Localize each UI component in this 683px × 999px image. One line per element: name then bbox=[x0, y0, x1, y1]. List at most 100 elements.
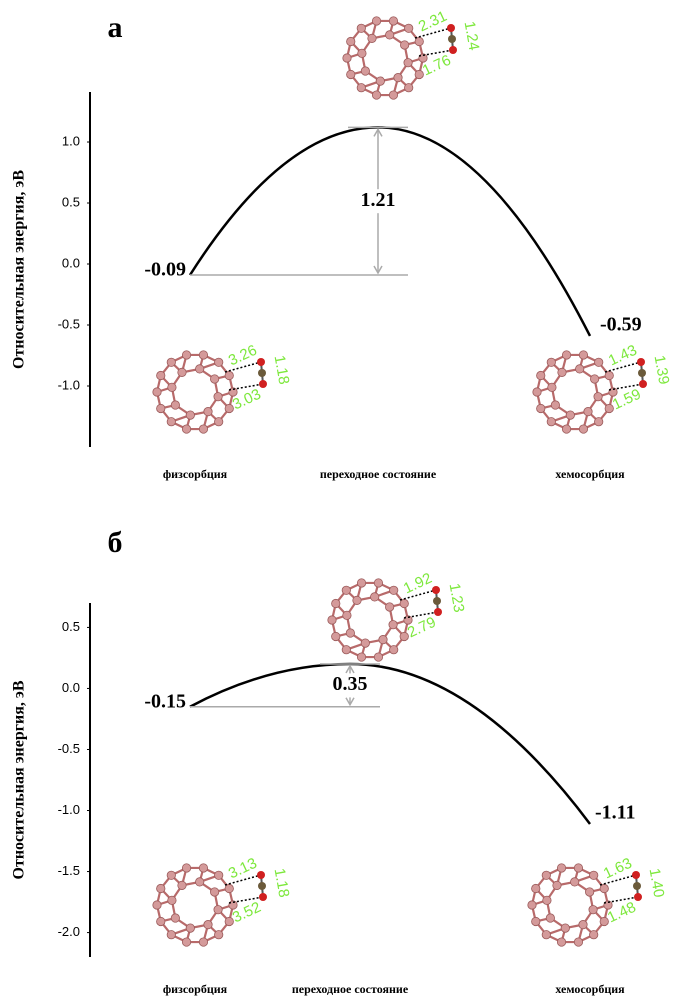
bond-length: 1.39 bbox=[651, 354, 673, 386]
atom bbox=[357, 48, 367, 58]
atom bbox=[589, 930, 599, 940]
atom bbox=[367, 33, 377, 43]
atom bbox=[599, 916, 609, 927]
atom bbox=[170, 913, 180, 923]
atom bbox=[388, 90, 399, 100]
atom bbox=[583, 407, 593, 417]
carbon bbox=[448, 35, 456, 43]
structure: 1.43 1.391.59 bbox=[532, 342, 673, 434]
atom bbox=[185, 410, 195, 420]
atom bbox=[604, 370, 614, 381]
atom bbox=[214, 870, 224, 880]
oxygen bbox=[447, 24, 455, 32]
atom bbox=[547, 382, 557, 392]
atom bbox=[371, 16, 382, 26]
panel: а Относительная энергия, эВ -1.0 -0.5 0.0 0.5… bbox=[11, 8, 673, 481]
atom bbox=[531, 916, 541, 927]
y-tick-label: -0.5 bbox=[58, 316, 80, 331]
y-tick-label: -1.0 bbox=[58, 802, 80, 817]
atom bbox=[388, 620, 398, 630]
y-axis-label: Относительная энергия, эВ bbox=[11, 680, 28, 879]
atom bbox=[167, 895, 177, 905]
x-category-label: физсорбция bbox=[163, 982, 228, 996]
atom bbox=[532, 387, 542, 397]
atom bbox=[166, 870, 176, 880]
x-category-label: переходное состояние bbox=[320, 467, 437, 481]
atom bbox=[177, 367, 187, 377]
atom bbox=[556, 937, 567, 947]
atom bbox=[356, 578, 367, 588]
bond-length: 2.31 bbox=[416, 8, 450, 36]
y-tick-label: -1.0 bbox=[58, 377, 80, 392]
bond-length: 1.43 bbox=[606, 342, 640, 370]
atom bbox=[404, 23, 414, 33]
y-tick-label: 0.5 bbox=[62, 194, 80, 209]
atom bbox=[342, 53, 352, 63]
atom bbox=[185, 923, 195, 933]
atom bbox=[181, 937, 192, 947]
atom bbox=[214, 417, 224, 427]
atom bbox=[356, 652, 367, 662]
atom bbox=[393, 73, 403, 83]
contact bbox=[608, 383, 644, 391]
oxygen bbox=[632, 871, 640, 879]
atom bbox=[403, 58, 413, 68]
atom bbox=[167, 382, 177, 392]
arrow-head bbox=[373, 265, 383, 275]
arrow-head bbox=[373, 127, 383, 137]
panel: б Относительная энергия, эВ -2.0 -1.5 -1.0 -0… bbox=[11, 526, 668, 996]
atom bbox=[371, 90, 382, 100]
atom bbox=[360, 638, 370, 648]
x-category-label: хемосорбция bbox=[555, 467, 625, 481]
atom bbox=[573, 937, 584, 947]
atom bbox=[152, 900, 162, 910]
atom bbox=[557, 367, 567, 377]
atom bbox=[536, 370, 546, 381]
atom bbox=[545, 913, 555, 923]
y-tick-label: 0.0 bbox=[62, 255, 80, 270]
atom bbox=[198, 350, 209, 360]
atom bbox=[327, 615, 337, 625]
atom bbox=[331, 598, 341, 609]
atom bbox=[546, 357, 556, 367]
x-category-label: физсорбция bbox=[163, 467, 228, 481]
atom bbox=[550, 400, 560, 410]
oxygen bbox=[634, 893, 642, 901]
bond-length: 1.23 bbox=[446, 582, 468, 614]
contact bbox=[403, 611, 439, 619]
energy-curve bbox=[188, 126, 592, 337]
atom bbox=[585, 887, 595, 897]
atom bbox=[561, 424, 572, 434]
atom bbox=[593, 392, 603, 402]
atom bbox=[561, 350, 572, 360]
atom bbox=[560, 923, 570, 933]
atom bbox=[385, 30, 395, 40]
atom bbox=[389, 585, 399, 595]
structure: 3.13 1.183.52 bbox=[152, 855, 292, 947]
atom bbox=[370, 592, 380, 602]
atom bbox=[213, 905, 223, 915]
atom bbox=[224, 883, 234, 894]
barrier-label: 0.35 bbox=[333, 673, 368, 695]
arrow-head bbox=[345, 697, 355, 707]
panel-label: а bbox=[108, 11, 123, 44]
oxygen bbox=[432, 586, 440, 594]
atom bbox=[214, 357, 224, 367]
atom bbox=[575, 364, 585, 374]
atom bbox=[166, 930, 176, 940]
atom bbox=[542, 895, 552, 905]
atom bbox=[152, 387, 162, 397]
atom bbox=[588, 905, 598, 915]
atom bbox=[541, 870, 551, 880]
bond-length: 1.24 bbox=[461, 20, 483, 52]
contact bbox=[603, 896, 639, 904]
atom bbox=[527, 900, 537, 910]
structure: 3.26 1.183.03 bbox=[152, 342, 292, 434]
oxygen bbox=[639, 380, 647, 388]
oxygen bbox=[434, 608, 442, 616]
contact bbox=[228, 896, 264, 904]
data-label: -1.11 bbox=[595, 802, 636, 824]
atom bbox=[181, 350, 192, 360]
atom bbox=[331, 631, 341, 642]
atom bbox=[590, 374, 600, 384]
